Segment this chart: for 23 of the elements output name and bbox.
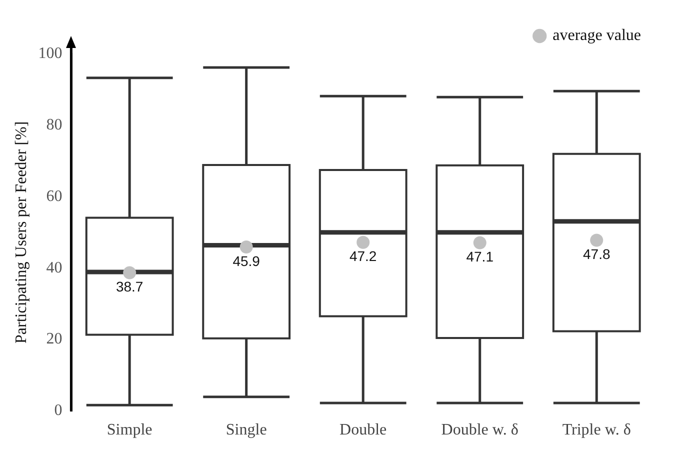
y-tick-label: 80: [46, 116, 62, 134]
y-tick-label: 60: [46, 188, 62, 205]
point: [473, 236, 486, 250]
x-tick-label: Double w. δ: [441, 422, 518, 439]
data-label: 47.1: [466, 248, 494, 265]
point: [356, 236, 370, 249]
x-tick-label: Triple w. δ: [562, 422, 631, 439]
data-label: 38.7: [116, 278, 144, 295]
legend-label: average value: [552, 27, 642, 44]
point: [590, 234, 604, 247]
y-tick-label: 20: [46, 330, 62, 348]
data-label: 45.9: [232, 252, 260, 269]
y-tick-label: 100: [38, 45, 62, 62]
data-label: 47.8: [582, 246, 610, 262]
y-tick-label: 0: [54, 402, 62, 420]
point: [123, 266, 136, 280]
x-tick-label: Simple: [106, 422, 152, 439]
x-tick-label: Double: [340, 422, 387, 439]
data-label: 47.2: [349, 248, 377, 264]
y-axis-title: Participating Users per Feeder [%]: [12, 121, 30, 344]
y-tick-label: 40: [46, 259, 62, 276]
point: [240, 240, 253, 254]
x-tick-label: Single: [226, 422, 267, 439]
